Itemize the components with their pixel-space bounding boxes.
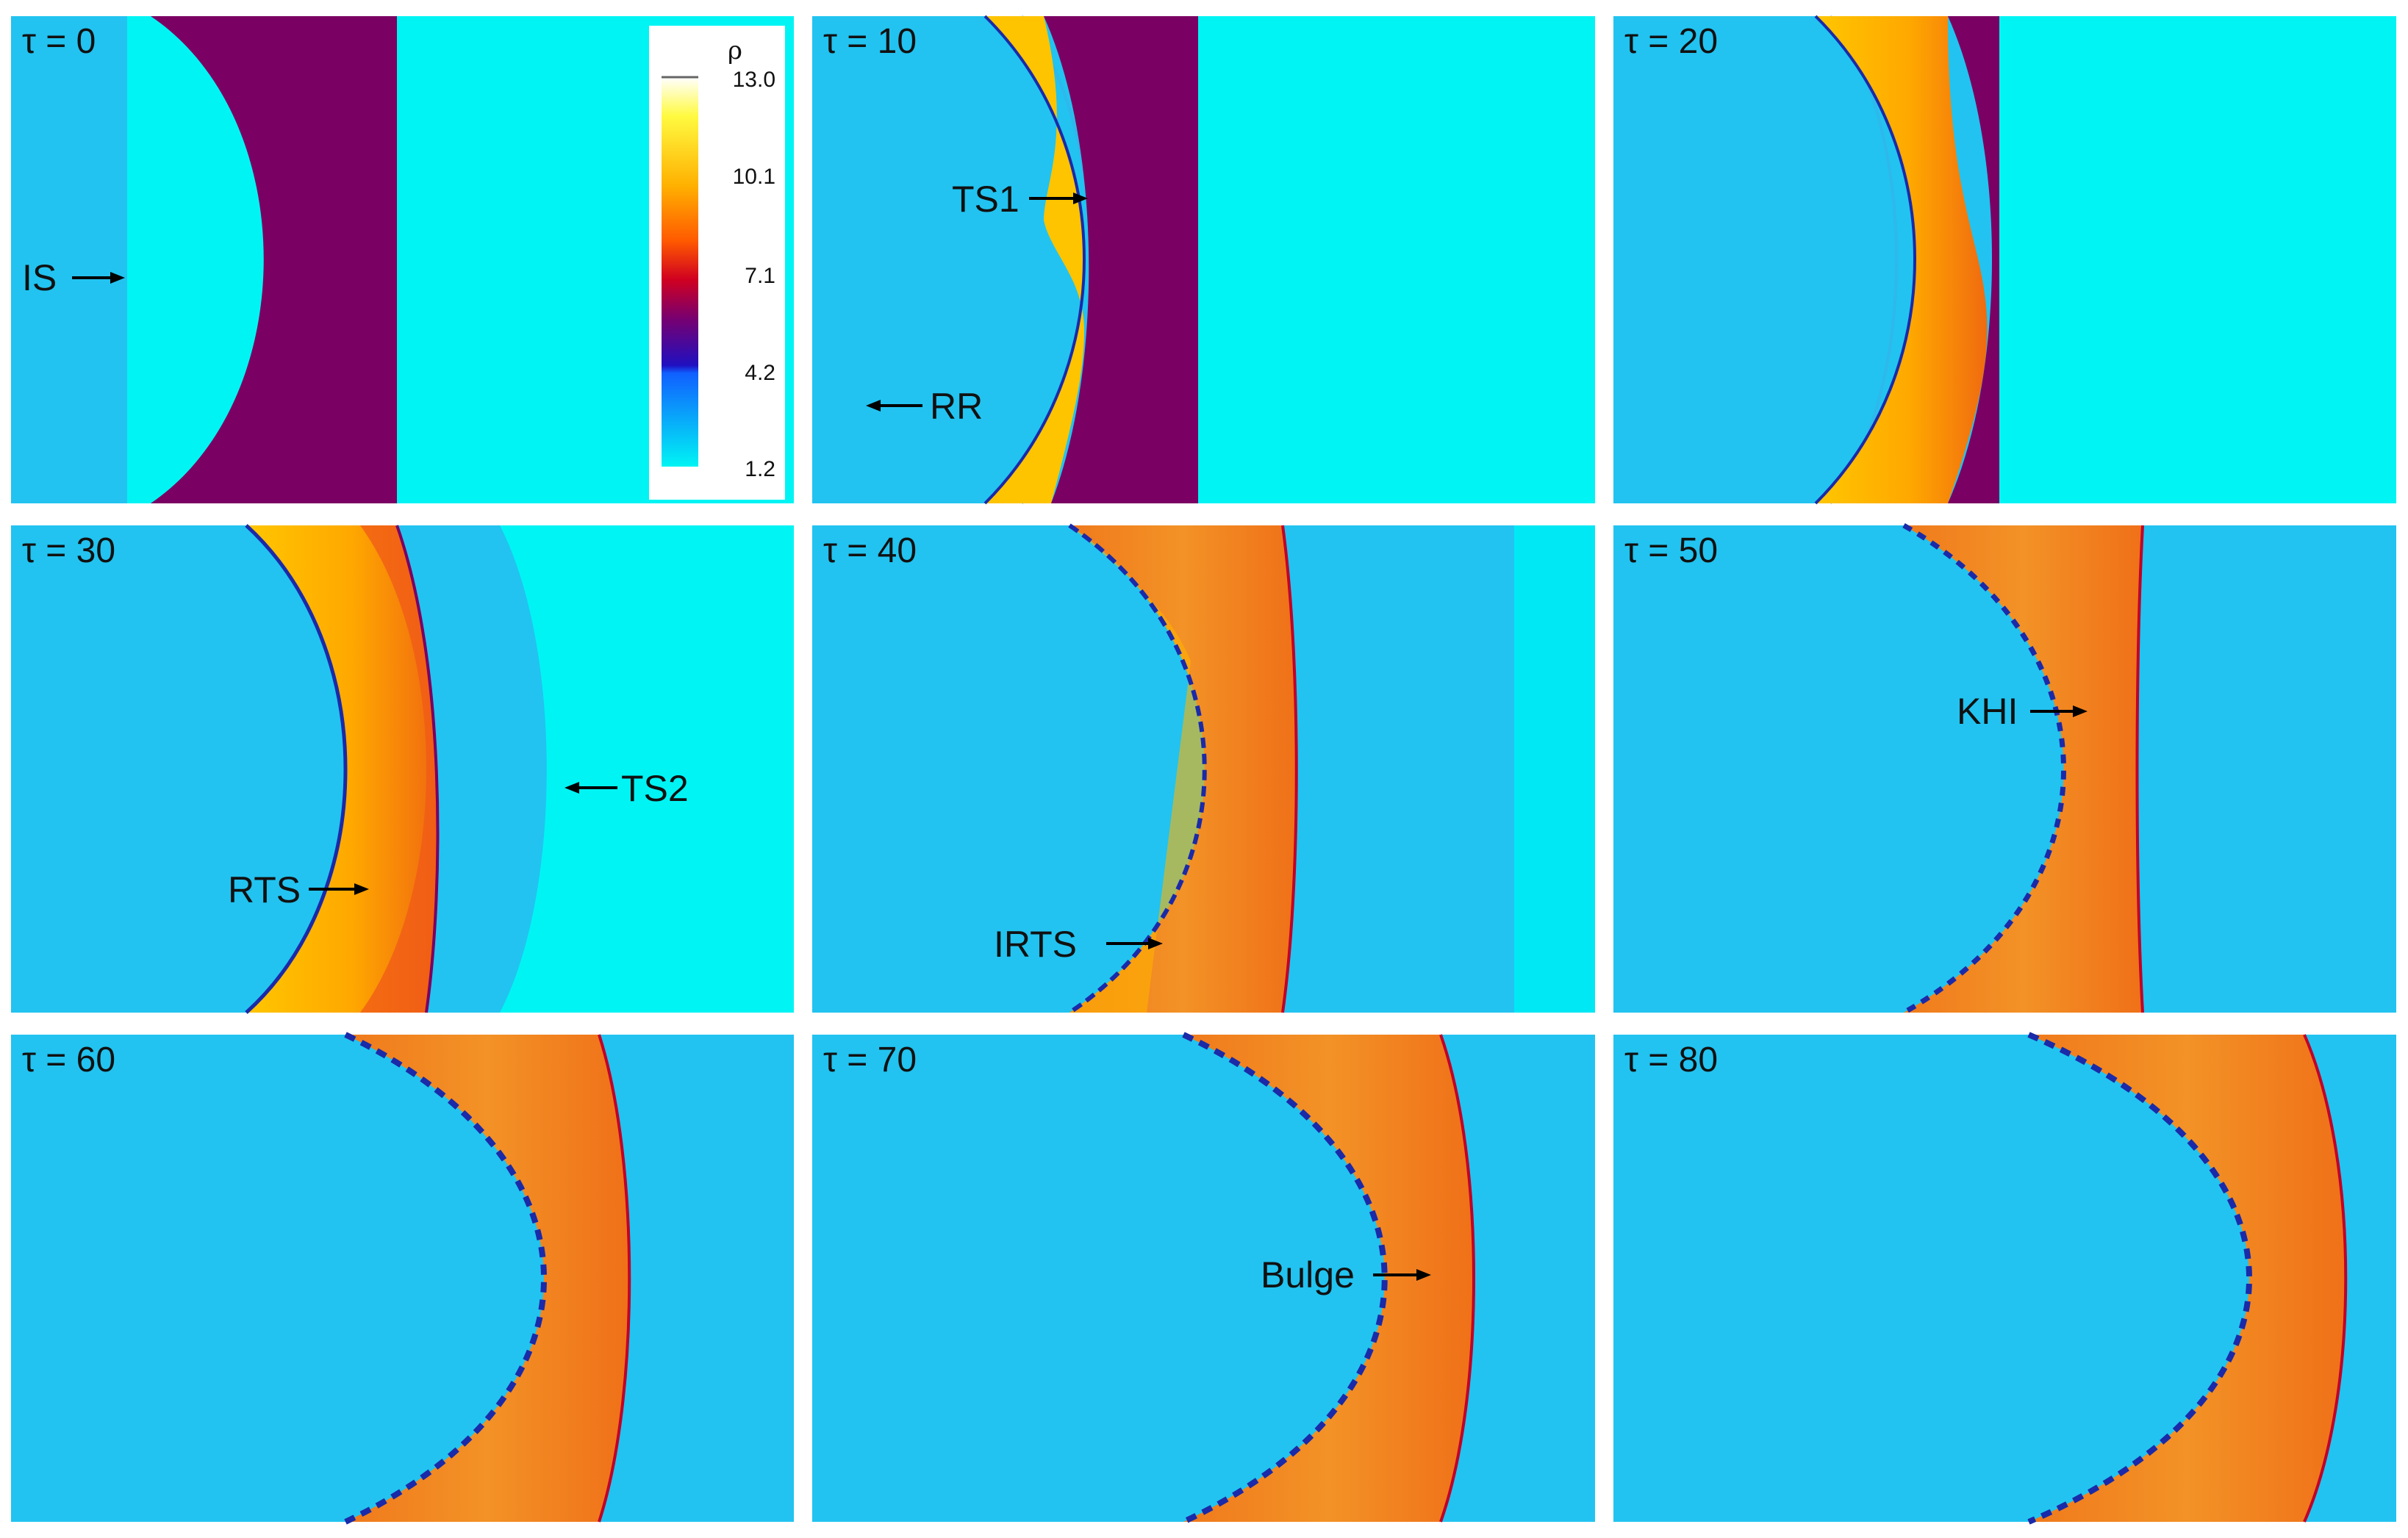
svg-text:RR: RR (930, 386, 983, 427)
annotation-bulge: Bulge (1261, 1254, 1431, 1296)
colorbar-gradient (662, 77, 698, 467)
svg-text:KHI: KHI (1957, 691, 2018, 732)
annotation-ts1: TS1 (952, 179, 1088, 220)
panel-t70: τ = 70 Bulge (812, 1032, 1595, 1525)
panel-time-label: τ = 0 (22, 22, 96, 61)
svg-text:TS2: TS2 (621, 768, 689, 809)
panel-t0: τ = 0 IS ρ 13.0 10.1 7.1 4.2 1.2 (11, 16, 794, 503)
svg-text:Bulge: Bulge (1261, 1254, 1355, 1296)
panel-t80: τ = 80 (1613, 1032, 2396, 1525)
panel-time-label: τ = 40 (823, 531, 917, 570)
panel-t60: τ = 60 (11, 1032, 794, 1525)
svg-text:IRTS: IRTS (994, 924, 1077, 965)
colorbar-tick: 4.2 (745, 361, 775, 385)
annotation-is: IS (22, 257, 125, 298)
svg-text:IS: IS (22, 257, 57, 298)
colorbar-variable-label: ρ (728, 36, 742, 65)
panel-t40: τ = 40 IRTS (812, 523, 1595, 1015)
panel-time-label: τ = 60 (22, 1041, 115, 1079)
panel-time-label: τ = 10 (823, 22, 917, 61)
annotation-rts: RTS (228, 869, 369, 910)
panel-t50: τ = 50 KHI (1613, 522, 2396, 1016)
annotation-rr: RR (866, 386, 983, 427)
annotation-khi: KHI (1957, 691, 2088, 732)
panel-t20: τ = 20 (1613, 15, 2396, 505)
annotation-irts: IRTS (994, 924, 1163, 965)
panel-time-label: τ = 70 (823, 1041, 917, 1079)
colorbar-tick: 7.1 (745, 264, 775, 288)
svg-text:TS1: TS1 (952, 179, 1020, 220)
annotation-ts2: TS2 (565, 768, 689, 809)
panel-time-label: τ = 30 (22, 531, 115, 570)
panel-time-label: τ = 20 (1624, 22, 1718, 61)
panel-t10: τ = 10 TS1 RR (812, 15, 1595, 505)
colorbar-tick: 10.1 (733, 165, 775, 189)
panel-time-label: τ = 50 (1624, 531, 1718, 570)
colorbar-tick: 1.2 (745, 457, 775, 481)
panel-time-label: τ = 80 (1624, 1041, 1718, 1079)
colorbar-tick: 13.0 (733, 68, 775, 92)
density-colorbar: ρ 13.0 10.1 7.1 4.2 1.2 (649, 26, 785, 500)
panel-t30: τ = 30 TS2 RTS (11, 524, 794, 1014)
svg-text:RTS: RTS (228, 869, 301, 910)
